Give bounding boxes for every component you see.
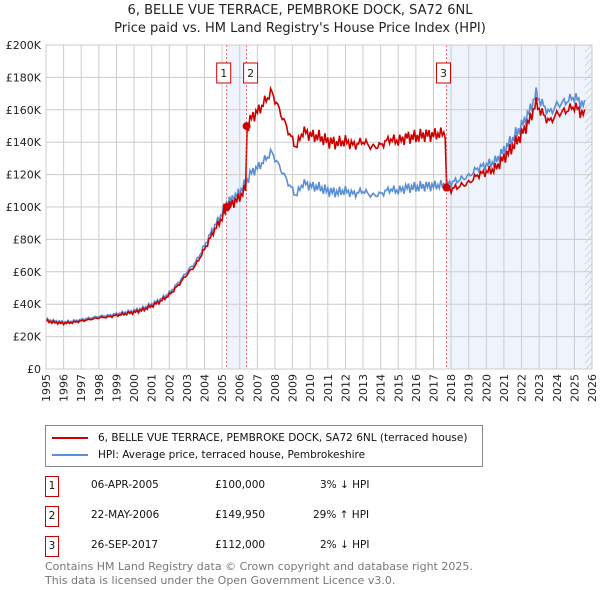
legend-hpi-label: HPI: Average price, terraced house, Pemb…	[98, 449, 366, 461]
y-tick-label: £0	[27, 363, 41, 376]
x-tick-label: 1997	[75, 374, 88, 402]
footer: Contains HM Land Registry data © Crown c…	[45, 560, 473, 588]
x-tick-label: 2023	[533, 374, 546, 402]
x-tick-label: 2011	[322, 374, 335, 402]
sale-date: 06-APR-2005	[91, 479, 159, 491]
y-tick-label: £180K	[6, 71, 42, 84]
legend-property-label: 6, BELLE VUE TERRACE, PEMBROKE DOCK, SA7…	[98, 432, 468, 444]
y-tick-label: £60K	[13, 266, 42, 279]
sale-row: 3 26-SEP-2017 £112,000 2% ↓ HPI	[45, 536, 445, 557]
x-tick-label: 2013	[357, 374, 370, 402]
sale-price: £100,000	[215, 479, 266, 491]
sale-marker-number: 3	[440, 67, 447, 80]
plot-frame	[45, 44, 593, 370]
x-tick-label: 2001	[146, 374, 159, 402]
sale-point	[442, 183, 451, 192]
sale-marker-box	[216, 62, 232, 84]
x-tick-label: 2018	[445, 374, 458, 402]
sale-row: 1 06-APR-2005 £100,000 3% ↓ HPI	[45, 476, 445, 497]
sale-hpi-diff: 3% ↓ HPI	[320, 479, 370, 491]
sale-marker-number: 1	[220, 67, 227, 80]
sale-marker-box	[436, 62, 452, 84]
x-tick-label: 2007	[251, 374, 264, 402]
x-tick-label: 2002	[163, 374, 176, 402]
legend-hpi: HPI: Average price, terraced house, Pemb…	[52, 448, 365, 462]
x-tick-label: 2010	[304, 374, 317, 402]
x-tick-label: 1996	[58, 374, 71, 402]
sale-row: 2 22-MAY-2006 £149,950 29% ↑ HPI	[45, 506, 445, 527]
y-tick-label: £140K	[6, 136, 42, 149]
x-tick-label: 2014	[375, 374, 388, 402]
x-tick-label: 2004	[199, 374, 212, 402]
x-tick-label: 2019	[463, 374, 476, 402]
sale-marker-label: 2	[45, 506, 59, 527]
x-tick-label: 1995	[40, 374, 53, 402]
sale-marker-label: 3	[45, 536, 59, 557]
x-tick-label: 2009	[287, 374, 300, 402]
x-tick-label: 2026	[586, 374, 599, 402]
sale-point	[222, 203, 231, 211]
x-tick-label: 2020	[480, 374, 493, 402]
x-tick-label: 2015	[392, 374, 405, 402]
legend-property: 6, BELLE VUE TERRACE, PEMBROKE DOCK, SA7…	[52, 431, 467, 445]
footer-licence: This data is licensed under the Open Gov…	[45, 574, 396, 587]
y-tick-label: £100K	[6, 201, 42, 214]
chart-title: 6, BELLE VUE TERRACE, PEMBROKE DOCK, SA7…	[127, 3, 473, 18]
sale-date: 22-MAY-2006	[91, 509, 160, 521]
hpi-line	[45, 87, 586, 325]
x-tick-label: 1998	[93, 374, 106, 402]
x-tick-label: 2022	[516, 374, 529, 402]
sale-hpi-diff: 29% ↑ HPI	[313, 509, 370, 521]
x-tick-label: 2025	[568, 374, 581, 402]
sale-price: £112,000	[215, 539, 266, 551]
x-tick-label: 2008	[269, 374, 282, 402]
y-tick-label: £80K	[13, 233, 42, 246]
footer-copyright: Contains HM Land Registry data © Crown c…	[45, 560, 473, 573]
y-tick-label: £160K	[6, 104, 42, 117]
price-chart: 1995 1996 1997 1998 1999 2000 2001 2002 2003 2004…	[6, 39, 599, 402]
x-tick-label: 2003	[181, 374, 194, 402]
sale-hpi-diff: 2% ↓ HPI	[320, 539, 370, 551]
legend-property-swatch	[52, 437, 88, 439]
x-tick-label: 2000	[128, 374, 141, 402]
y-tick-label: £120K	[6, 169, 42, 182]
sale-marker-box	[243, 62, 259, 84]
sale-date: 26-SEP-2017	[91, 539, 159, 551]
x-tick-label: 2012	[339, 374, 352, 402]
x-tick-label: 2006	[234, 374, 247, 402]
sale-price: £149,950	[215, 509, 266, 521]
chart-subtitle: Price paid vs. HM Land Registry's House …	[114, 21, 486, 36]
legend-hpi-swatch	[52, 454, 88, 456]
y-tick-label: £40K	[13, 298, 42, 311]
legend: 6, BELLE VUE TERRACE, PEMBROKE DOCK, SA7…	[45, 425, 483, 467]
y-tick-label: £20K	[13, 331, 42, 344]
x-tick-label: 2017	[427, 374, 440, 402]
sale-point	[242, 122, 251, 131]
y-tick-label: £200K	[6, 39, 42, 52]
sale-marker-label: 1	[45, 476, 59, 497]
x-tick-label: 1999	[110, 374, 123, 402]
x-tick-label: 2005	[216, 374, 229, 402]
property-price-line	[45, 85, 586, 326]
x-tick-label: 2024	[551, 374, 564, 402]
sale-marker-number: 2	[247, 67, 254, 80]
x-tick-label: 2016	[410, 374, 423, 402]
x-tick-label: 2021	[498, 374, 511, 402]
